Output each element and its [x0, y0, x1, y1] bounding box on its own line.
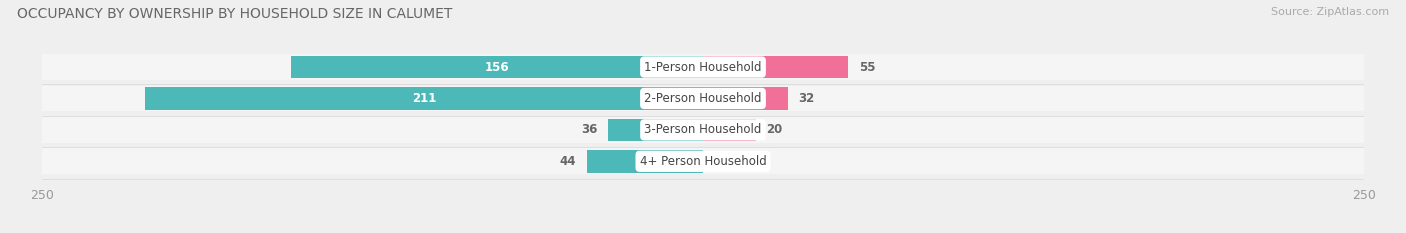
Bar [42, 117, 1364, 143]
Bar [145, 87, 703, 110]
Text: 36: 36 [581, 123, 598, 136]
Bar [703, 87, 787, 110]
Bar [42, 148, 1364, 174]
Text: 211: 211 [412, 92, 436, 105]
Text: 55: 55 [859, 61, 876, 74]
Text: 0: 0 [714, 155, 721, 168]
Bar [703, 56, 848, 78]
Text: 4+ Person Household: 4+ Person Household [640, 155, 766, 168]
Text: 3-Person Household: 3-Person Household [644, 123, 762, 136]
Text: 1-Person Household: 1-Person Household [644, 61, 762, 74]
Bar [42, 54, 1364, 80]
Bar [291, 56, 703, 78]
Bar [586, 150, 703, 173]
Text: 2-Person Household: 2-Person Household [644, 92, 762, 105]
Bar [607, 119, 703, 141]
Text: 32: 32 [799, 92, 814, 105]
Text: OCCUPANCY BY OWNERSHIP BY HOUSEHOLD SIZE IN CALUMET: OCCUPANCY BY OWNERSHIP BY HOUSEHOLD SIZE… [17, 7, 453, 21]
Text: 44: 44 [560, 155, 576, 168]
Text: 20: 20 [766, 123, 783, 136]
Bar [42, 86, 1364, 111]
Text: 156: 156 [485, 61, 509, 74]
Text: Source: ZipAtlas.com: Source: ZipAtlas.com [1271, 7, 1389, 17]
Bar [703, 119, 756, 141]
